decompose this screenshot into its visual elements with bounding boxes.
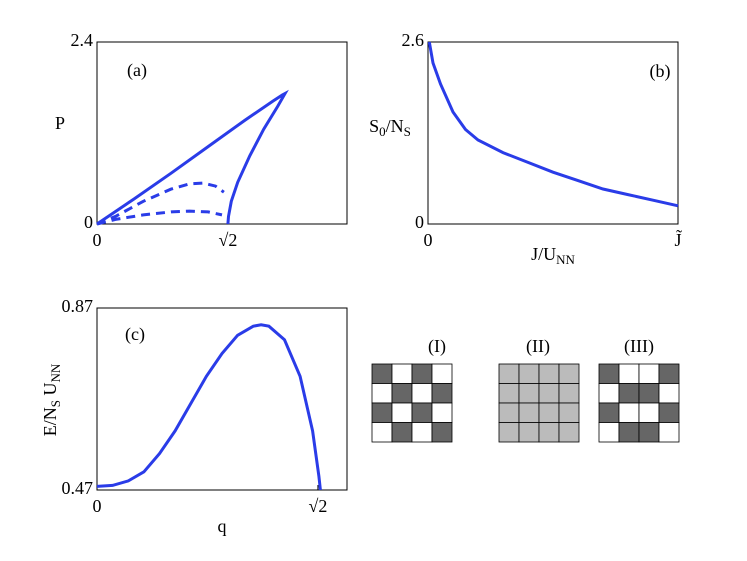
lattice-cell	[411, 363, 433, 384]
x-tick-label: J̃	[674, 229, 682, 250]
lattice-cell	[518, 422, 540, 443]
lattice-cell	[371, 383, 393, 404]
axes-box	[427, 41, 679, 225]
y-axis-label-part: S	[404, 124, 411, 139]
y-axis-label-part: /N	[386, 116, 404, 136]
lattice-cell	[431, 422, 453, 443]
curve	[96, 181, 225, 226]
lattice-cell	[558, 402, 580, 423]
curve	[427, 41, 679, 208]
lattice-cell	[638, 363, 660, 384]
panel-label: (c)	[125, 324, 145, 345]
lattice-cell	[431, 383, 453, 404]
panel-label: (b)	[650, 61, 671, 82]
y-axis-label-part: U	[40, 383, 60, 401]
x-axis-label: J/UNN	[531, 244, 575, 267]
lattice-cell	[558, 363, 580, 384]
lattice-cell	[498, 383, 520, 404]
x-tick-label: 0	[424, 230, 433, 250]
y-tick-label: 0	[415, 212, 424, 232]
y-tick-label: 0.87	[62, 296, 94, 316]
patterns	[371, 363, 680, 443]
lattice-cell	[658, 383, 680, 404]
lattice-cell	[411, 402, 433, 423]
lattice-cell	[558, 383, 580, 404]
lattice-cell	[391, 363, 413, 384]
lattice-cell	[431, 402, 453, 423]
lattice-cell	[658, 363, 680, 384]
lattice-cell	[638, 383, 660, 404]
y-axis-label: P	[55, 113, 65, 133]
lattice-cell	[518, 363, 540, 384]
lattice-cell	[391, 402, 413, 423]
pattern-label: (I)	[428, 336, 446, 357]
lattice-cell	[618, 422, 640, 443]
lattice-cell	[538, 383, 560, 404]
lattice-cell	[598, 422, 620, 443]
lattice-cell	[371, 402, 393, 423]
lattice-cell	[598, 363, 620, 384]
lattice-cell	[538, 363, 560, 384]
lattice-cell	[391, 422, 413, 443]
y-axis-label-part: E/N	[40, 407, 60, 436]
panel-label: (a)	[127, 60, 147, 81]
lattice-cell	[538, 402, 560, 423]
pattern-label: (III)	[624, 336, 654, 357]
x-tick-label: √2	[218, 230, 237, 250]
x-tick-label: 0	[93, 230, 102, 250]
lattice-cell	[598, 383, 620, 404]
y-axis-label-part: NN	[48, 363, 63, 382]
lattice-cell	[618, 383, 640, 404]
y-tick-label: 2.6	[402, 30, 425, 50]
curve	[96, 323, 322, 491]
lattice-cell	[658, 422, 680, 443]
axes-box	[96, 307, 348, 491]
y-axis-label-part: 0	[379, 124, 386, 139]
lattice-cell	[638, 402, 660, 423]
pattern-label: (II)	[526, 336, 550, 357]
lattice-cell	[598, 402, 620, 423]
lattice-cell	[638, 422, 660, 443]
x-tick-label: 0	[93, 496, 102, 516]
lattice-cell	[431, 363, 453, 384]
y-tick-label: 2.4	[71, 30, 94, 50]
lattice-cell	[518, 402, 540, 423]
lattice-cell	[391, 383, 413, 404]
curve	[96, 209, 223, 226]
lattice-cell	[558, 422, 580, 443]
lattice-cell	[498, 422, 520, 443]
x-axis-label-part: NN	[556, 252, 575, 267]
curve	[96, 89, 289, 226]
lattice-cell	[498, 402, 520, 423]
lattice-cell	[371, 363, 393, 384]
lattice-cell	[371, 422, 393, 443]
y-tick-label: 0	[84, 212, 93, 232]
lattice-cell	[411, 422, 433, 443]
lattice-cell	[518, 383, 540, 404]
lattice-cell	[618, 363, 640, 384]
y-axis-label: S0/NS	[369, 116, 411, 139]
x-tick-label: √2	[308, 496, 327, 516]
lattice-cell	[538, 422, 560, 443]
x-axis-label: q	[218, 516, 227, 536]
x-axis-label-part: J/U	[531, 244, 556, 264]
y-axis-label-part: S	[48, 400, 63, 407]
y-axis-label: E/NS UNN	[40, 363, 63, 436]
lattice-cell	[411, 383, 433, 404]
lattice-cell	[498, 363, 520, 384]
y-axis-label-part: S	[369, 116, 379, 136]
axes-box	[96, 41, 348, 225]
lattice-cell	[618, 402, 640, 423]
lattice-cell	[658, 402, 680, 423]
y-tick-label: 0.47	[62, 478, 94, 498]
